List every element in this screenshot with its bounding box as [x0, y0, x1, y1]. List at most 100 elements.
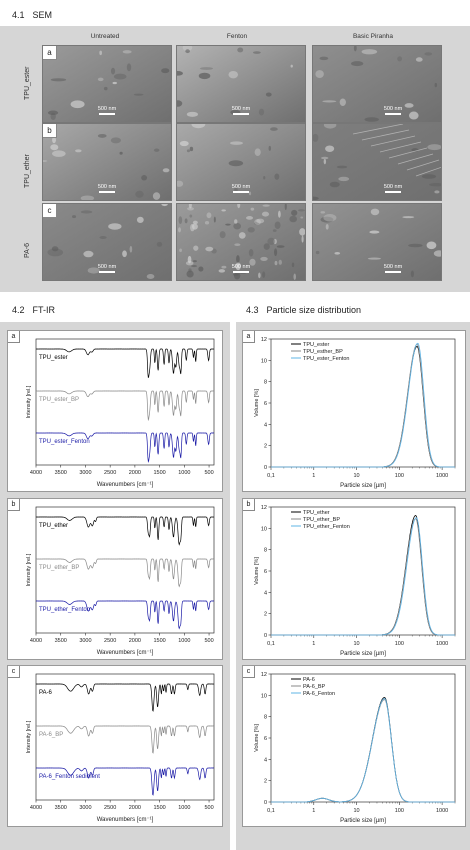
- sem-image-tpu-ether-fenton: 500 nm: [176, 123, 306, 201]
- ftir-section-name: FT-IR: [32, 305, 56, 315]
- psd-series-line: [271, 699, 455, 803]
- psd-x-tick-label: 1000: [436, 808, 448, 814]
- sem-image-tpu-ether-untreated: b 500 nm: [42, 123, 172, 201]
- sem-image-tpu-ester-basic-piranha: 500 nm: [312, 45, 442, 123]
- ftir-y-axis-label: Intensity [rel.]: [26, 720, 32, 753]
- psd-section-number: 4.3: [246, 305, 259, 315]
- ftir-x-tick-label: 2000: [129, 638, 141, 644]
- psd-x-axis-label: Particle size [µm]: [340, 818, 386, 824]
- psd-y-tick-label: 12: [261, 337, 267, 343]
- psd-panel-c: 0 2 4 6 8 10 12 0,1 1 10 100 1000 Particle size [µm]…: [242, 665, 466, 827]
- sem-scale-text: 500 nm: [231, 264, 251, 270]
- psd-panel-letter: b: [243, 499, 255, 511]
- psd-series-line: [271, 342, 455, 468]
- psd-y-tick-label: 4: [264, 590, 267, 596]
- sem-scale-text: 500 nm: [97, 106, 117, 112]
- psd-x-tick-label: 1000: [436, 641, 448, 647]
- ftir-trace: [35, 516, 215, 546]
- psd-x-tick-label: 100: [395, 808, 404, 814]
- sem-row-letter: c: [43, 204, 57, 218]
- psd-y-tick-label: 8: [264, 715, 267, 721]
- sem-scale-text: 500 nm: [383, 264, 403, 270]
- psd-y-tick-label: 10: [261, 358, 267, 364]
- sem-scale-bar: 500 nm: [373, 184, 413, 193]
- sem-row-label-tpu-ester: TPU_ester: [24, 66, 31, 100]
- ftir-x-tick-label: 500: [204, 638, 213, 644]
- ftir-plot-frame: [35, 673, 215, 801]
- psd-x-tick-label: 1: [312, 808, 315, 814]
- ftir-trace: [35, 600, 214, 630]
- psd-series-line: [271, 698, 455, 803]
- sem-scale-text: 500 nm: [383, 184, 403, 190]
- psd-y-tick-label: 8: [264, 380, 267, 386]
- psd-y-tick-label: 12: [261, 505, 267, 511]
- sem-scale-text: 500 nm: [231, 106, 251, 112]
- ftir-x-tick-label: 1500: [153, 470, 165, 476]
- ftir-trace: [35, 558, 215, 588]
- psd-x-tick-label: 10: [353, 808, 359, 814]
- psd-y-tick-label: 6: [264, 569, 267, 575]
- ftir-panel-c: 4000 3500 3000 2500 2000 1500 1000 500 Wavenumbe…: [7, 665, 223, 827]
- sem-scale-text: 500 nm: [97, 264, 117, 270]
- ftir-x-axis-label: Wavenumbers [cm⁻¹]: [97, 817, 154, 823]
- ftir-panel-letter: a: [8, 331, 20, 343]
- ftir-trace-label: PA-6_Fenton sediment: [39, 774, 100, 780]
- sem-row-label-tpu-ether: TPU_ether: [24, 154, 31, 188]
- ftir-trace: [35, 683, 215, 712]
- ftir-x-tick-label: 2500: [104, 470, 116, 476]
- psd-y-tick-label: 2: [264, 612, 267, 618]
- psd-legend-label: TPU_ether: [303, 510, 330, 516]
- psd-y-tick-label: 2: [264, 444, 267, 450]
- ftir-x-tick-label: 3500: [55, 638, 67, 644]
- psd-legend-label: TPU_ester: [303, 342, 329, 348]
- sem-scale-line: [99, 191, 115, 193]
- psd-x-tick-label: 10: [353, 473, 359, 479]
- ftir-trace: [35, 725, 215, 754]
- sem-row-label-pa6: PA-6: [24, 242, 31, 258]
- ftir-plot-frame: [35, 338, 215, 466]
- psd-panel-letter: c: [243, 666, 255, 678]
- psd-chart-c: 0 2 4 6 8 10 12 0,1 1 10 100 1000 Particle size [µm]…: [254, 672, 456, 824]
- ftir-x-tick-label: 2000: [129, 470, 141, 476]
- psd-y-tick-label: 10: [261, 526, 267, 532]
- psd-legend-label: TPU_ether_BP: [303, 517, 340, 523]
- ftir-x-tick-label: 4000: [30, 470, 42, 476]
- ftir-x-tick-label: 4000: [30, 805, 42, 811]
- psd-x-tick-label: 10: [353, 641, 359, 647]
- ftir-chart-b: 4000 3500 3000 2500 2000 1500 1000 500 Wavenumbe…: [26, 506, 215, 656]
- sem-scale-bar: 500 nm: [87, 264, 127, 273]
- psd-y-axis-label: Volume [%]: [254, 724, 260, 752]
- psd-y-axis-label: Volume [%]: [254, 389, 260, 417]
- sem-scale-line: [233, 271, 249, 273]
- ftir-x-tick-label: 1000: [178, 638, 190, 644]
- sem-scale-text: 500 nm: [383, 106, 403, 112]
- ftir-trace-label: PA-6: [39, 690, 53, 696]
- sem-row-letter: a: [43, 46, 57, 60]
- ftir-section-number: 4.2: [12, 305, 25, 315]
- psd-legend-label: TPU_ether_Fenton: [303, 524, 350, 530]
- sem-column-basic-piranha: Basic Piranha: [352, 33, 394, 40]
- psd-y-tick-label: 0: [264, 800, 267, 806]
- psd-legend-label: TPU_ester_Fenton: [303, 356, 349, 362]
- ftir-trace: [35, 767, 214, 796]
- psd-panel-letter: a: [243, 331, 255, 343]
- ftir-trace-label: TPU_ether_Fenton: [39, 607, 90, 613]
- psd-y-tick-label: 12: [261, 672, 267, 678]
- sem-section-title: 4.1 SEM: [12, 10, 52, 20]
- sem-image-tpu-ether-basic-piranha: 500 nm: [312, 123, 442, 201]
- sem-row-letter: b: [43, 124, 57, 138]
- psd-x-tick-label: 100: [395, 641, 404, 647]
- ftir-trace: [35, 348, 215, 378]
- psd-x-axis-label: Particle size [µm]: [340, 651, 386, 657]
- psd-series-line: [271, 517, 455, 636]
- psd-y-tick-label: 2: [264, 779, 267, 785]
- ftir-plot-frame: [35, 506, 215, 634]
- psd-y-tick-label: 10: [261, 693, 267, 699]
- sem-scale-bar: 500 nm: [373, 264, 413, 273]
- ftir-panel-a: 4000 3500 3000 2500 2000 1500 1000 500 Wavenumbe…: [7, 330, 223, 492]
- ftir-panel-b: 4000 3500 3000 2500 2000 1500 1000 500 Wavenumbe…: [7, 498, 223, 660]
- ftir-x-tick-label: 1500: [153, 805, 165, 811]
- sem-scale-line: [385, 191, 401, 193]
